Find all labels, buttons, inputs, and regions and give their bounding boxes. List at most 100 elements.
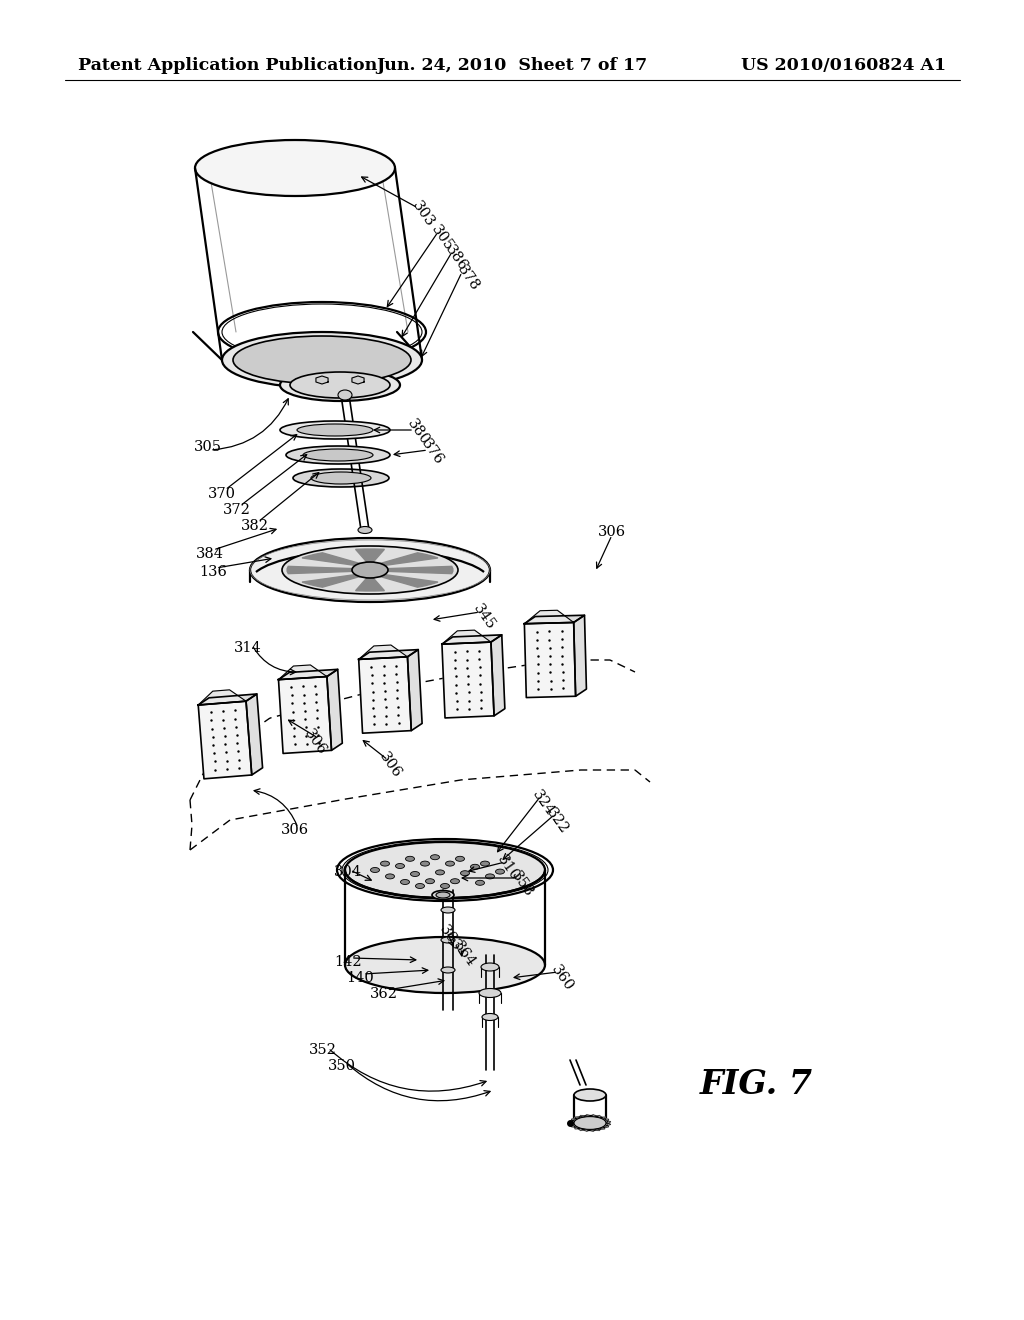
Ellipse shape — [406, 857, 415, 861]
Polygon shape — [199, 701, 252, 779]
Ellipse shape — [485, 874, 495, 879]
Polygon shape — [355, 578, 384, 591]
Ellipse shape — [282, 546, 458, 594]
Text: 142: 142 — [334, 954, 361, 969]
Ellipse shape — [345, 937, 545, 993]
Text: Patent Application Publication: Patent Application Publication — [78, 57, 377, 74]
Polygon shape — [585, 1114, 593, 1117]
Ellipse shape — [303, 449, 373, 461]
Text: 324: 324 — [529, 788, 557, 818]
Polygon shape — [388, 566, 453, 574]
Ellipse shape — [574, 1117, 606, 1129]
Text: 345: 345 — [470, 602, 498, 632]
Text: 305: 305 — [428, 223, 456, 253]
Text: 362: 362 — [370, 987, 398, 1001]
Polygon shape — [408, 649, 422, 730]
Ellipse shape — [441, 968, 455, 973]
Text: 140: 140 — [346, 972, 374, 985]
Text: FIG. 7: FIG. 7 — [700, 1068, 813, 1101]
Ellipse shape — [496, 869, 505, 874]
Ellipse shape — [297, 424, 373, 436]
Ellipse shape — [311, 473, 371, 484]
Polygon shape — [571, 1118, 578, 1121]
Text: 386: 386 — [442, 243, 470, 273]
Ellipse shape — [395, 863, 404, 869]
Polygon shape — [582, 1130, 590, 1131]
Polygon shape — [569, 1122, 572, 1125]
Ellipse shape — [280, 421, 390, 440]
Polygon shape — [580, 1115, 587, 1117]
Polygon shape — [524, 615, 585, 624]
Text: 363: 363 — [436, 923, 464, 953]
Ellipse shape — [426, 879, 434, 883]
Text: 350: 350 — [328, 1059, 356, 1073]
Text: 314: 314 — [234, 642, 262, 655]
Polygon shape — [490, 635, 505, 715]
Ellipse shape — [385, 874, 394, 879]
Ellipse shape — [290, 372, 390, 399]
Text: 380: 380 — [404, 417, 432, 447]
Ellipse shape — [430, 855, 439, 859]
Ellipse shape — [293, 469, 389, 487]
Polygon shape — [578, 1129, 585, 1130]
Polygon shape — [380, 574, 438, 587]
Ellipse shape — [441, 937, 455, 942]
Polygon shape — [596, 1115, 603, 1118]
Ellipse shape — [421, 861, 429, 866]
Text: US 2010/0160824 A1: US 2010/0160824 A1 — [741, 57, 946, 74]
Polygon shape — [603, 1125, 608, 1129]
Polygon shape — [380, 553, 438, 565]
Text: 322: 322 — [544, 805, 570, 837]
Text: 306: 306 — [376, 750, 403, 780]
Ellipse shape — [441, 907, 455, 913]
Ellipse shape — [451, 879, 460, 883]
Text: 304: 304 — [334, 865, 362, 879]
Ellipse shape — [381, 861, 389, 866]
Polygon shape — [607, 1121, 610, 1125]
Ellipse shape — [280, 370, 400, 401]
Polygon shape — [279, 677, 332, 754]
Text: 364: 364 — [451, 939, 478, 969]
Polygon shape — [199, 690, 246, 705]
Text: 352: 352 — [309, 1043, 337, 1057]
Ellipse shape — [482, 1014, 498, 1020]
Text: 358: 358 — [508, 869, 536, 899]
Polygon shape — [604, 1119, 608, 1122]
Polygon shape — [593, 1129, 601, 1130]
Ellipse shape — [574, 1089, 606, 1101]
Text: 310: 310 — [495, 853, 522, 883]
Polygon shape — [302, 574, 359, 587]
Text: 303: 303 — [410, 198, 437, 230]
Ellipse shape — [222, 333, 422, 388]
Ellipse shape — [440, 883, 450, 888]
Polygon shape — [606, 1123, 610, 1126]
Polygon shape — [587, 1130, 596, 1131]
Ellipse shape — [233, 337, 411, 384]
Polygon shape — [574, 1126, 580, 1129]
Text: 306: 306 — [301, 726, 329, 758]
Ellipse shape — [250, 539, 490, 602]
Text: 306: 306 — [281, 822, 309, 837]
Ellipse shape — [400, 879, 410, 884]
Polygon shape — [524, 623, 575, 697]
Ellipse shape — [338, 389, 352, 400]
Ellipse shape — [345, 842, 545, 898]
Ellipse shape — [475, 880, 484, 886]
Polygon shape — [352, 376, 365, 384]
Ellipse shape — [416, 883, 425, 888]
Polygon shape — [358, 645, 408, 660]
Ellipse shape — [470, 865, 479, 870]
Ellipse shape — [358, 527, 372, 533]
Text: 378: 378 — [455, 263, 481, 293]
Polygon shape — [358, 657, 412, 733]
Polygon shape — [590, 1114, 598, 1117]
Ellipse shape — [352, 562, 388, 578]
Ellipse shape — [432, 891, 454, 899]
Polygon shape — [601, 1117, 606, 1119]
Ellipse shape — [456, 857, 465, 861]
Polygon shape — [569, 1119, 574, 1123]
Polygon shape — [302, 553, 359, 565]
Text: Jun. 24, 2010  Sheet 7 of 17: Jun. 24, 2010 Sheet 7 of 17 — [377, 57, 647, 74]
Text: 306: 306 — [598, 525, 626, 539]
Polygon shape — [246, 694, 262, 775]
